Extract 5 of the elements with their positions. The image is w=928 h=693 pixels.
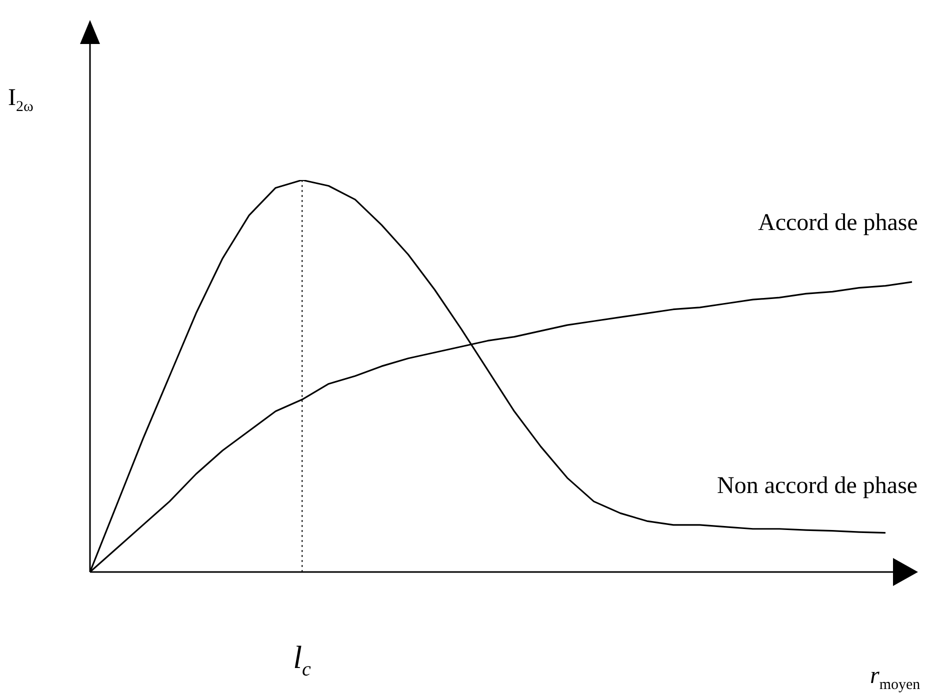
x-axis-title: r$_{moyen}$ (870, 662, 920, 692)
y-axis-title: I$_{2ω}$ (8, 84, 34, 116)
text: l$_{c}$ (293, 639, 311, 682)
series-label: Non accord de phase (717, 473, 918, 500)
series-label: Accord de phase (758, 210, 918, 238)
